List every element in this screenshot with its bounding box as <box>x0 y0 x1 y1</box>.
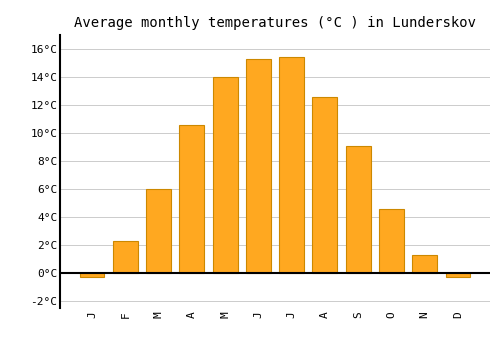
Bar <box>113 241 138 273</box>
Title: Average monthly temperatures (°C ) in Lunderskov: Average monthly temperatures (°C ) in Lu… <box>74 16 476 30</box>
Bar <box>146 189 171 273</box>
Bar <box>346 146 370 273</box>
Bar <box>80 273 104 277</box>
Bar <box>212 77 238 273</box>
Bar <box>246 59 271 273</box>
Bar <box>279 57 304 273</box>
Bar <box>180 125 204 273</box>
Bar <box>412 255 437 273</box>
Bar <box>446 273 470 277</box>
Bar <box>379 209 404 273</box>
Bar <box>312 97 338 273</box>
